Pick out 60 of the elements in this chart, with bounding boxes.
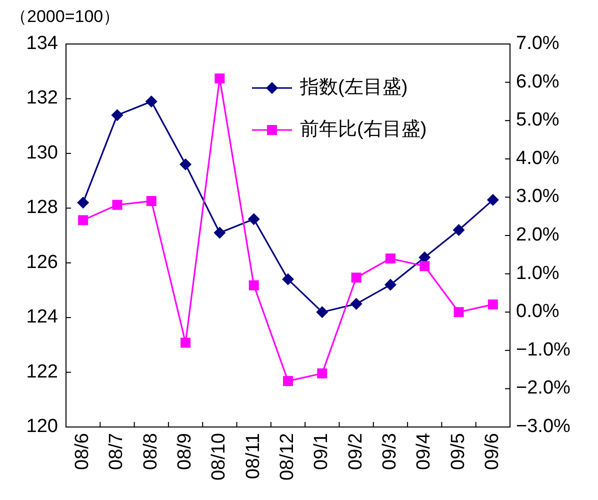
- point: [316, 306, 328, 318]
- x-tick-label: 08/12: [277, 433, 298, 481]
- point: [248, 213, 260, 226]
- point: [282, 273, 294, 286]
- point: [384, 278, 396, 291]
- y2-tick-label: −1.0%: [516, 339, 571, 360]
- x-tick-label: 09/1: [311, 433, 332, 470]
- y-tick-label: 134: [26, 33, 58, 54]
- point: [77, 196, 90, 209]
- x-tick-label: 08/9: [174, 433, 196, 470]
- point: [214, 73, 225, 84]
- y2-tick-label: 1.0%: [516, 262, 560, 284]
- x-tick-label: 09/3: [379, 433, 400, 470]
- y-tick-label: 132: [26, 88, 58, 109]
- legend-label: 指数(左目盛): [299, 77, 408, 98]
- x-tick-label: 09/4: [414, 432, 435, 470]
- point: [454, 307, 464, 318]
- x-tick-label: 08/7: [106, 433, 128, 470]
- x-tick-label: 09/5: [448, 433, 469, 470]
- y-tick-label: 120: [26, 416, 58, 438]
- y2-tick-label: −2.0%: [516, 378, 571, 399]
- point: [317, 368, 328, 378]
- point: [283, 376, 293, 386]
- y-tick-label: 130: [26, 142, 58, 164]
- point: [385, 253, 396, 264]
- text: （2000=100）: [10, 7, 120, 26]
- x-tick-label: 08/10: [208, 433, 230, 481]
- point: [486, 194, 499, 206]
- x-tick-label: 08/6: [72, 433, 94, 470]
- y2-tick-label: 0.0%: [516, 301, 560, 322]
- point: [111, 109, 124, 122]
- y2-tick-label: 3.0%: [516, 186, 560, 208]
- y-tick-label: 128: [26, 197, 58, 218]
- point: [180, 158, 192, 170]
- x-tick-label: 09/6: [482, 433, 503, 470]
- point: [248, 280, 259, 290]
- point: [112, 200, 122, 210]
- y2-tick-label: 4.0%: [516, 148, 560, 169]
- point: [146, 196, 156, 206]
- point: [488, 299, 498, 310]
- point: [452, 224, 465, 236]
- point: [420, 261, 430, 272]
- x-tick-label: 08/8: [140, 433, 162, 470]
- y-tick-label: 122: [26, 361, 58, 382]
- point: [180, 338, 191, 348]
- point: [351, 272, 362, 283]
- y-tick-label: 126: [26, 252, 58, 273]
- y2-tick-label: 6.0%: [516, 71, 560, 92]
- point: [78, 215, 88, 226]
- x-tick-label: 09/2: [345, 433, 366, 470]
- y2-tick-label: 5.0%: [516, 110, 560, 131]
- point: [145, 95, 158, 108]
- y2-tick-label: 2.0%: [516, 224, 560, 246]
- x-tick-label: 08/11: [242, 433, 264, 480]
- point: [350, 298, 362, 310]
- y2-tick-label: −3.0%: [516, 416, 571, 438]
- point: [214, 226, 226, 239]
- y-tick-label: 124: [26, 306, 58, 328]
- legend-label: 前年比(右目盛): [300, 119, 427, 140]
- y2-tick-label: 7.0%: [516, 33, 560, 54]
